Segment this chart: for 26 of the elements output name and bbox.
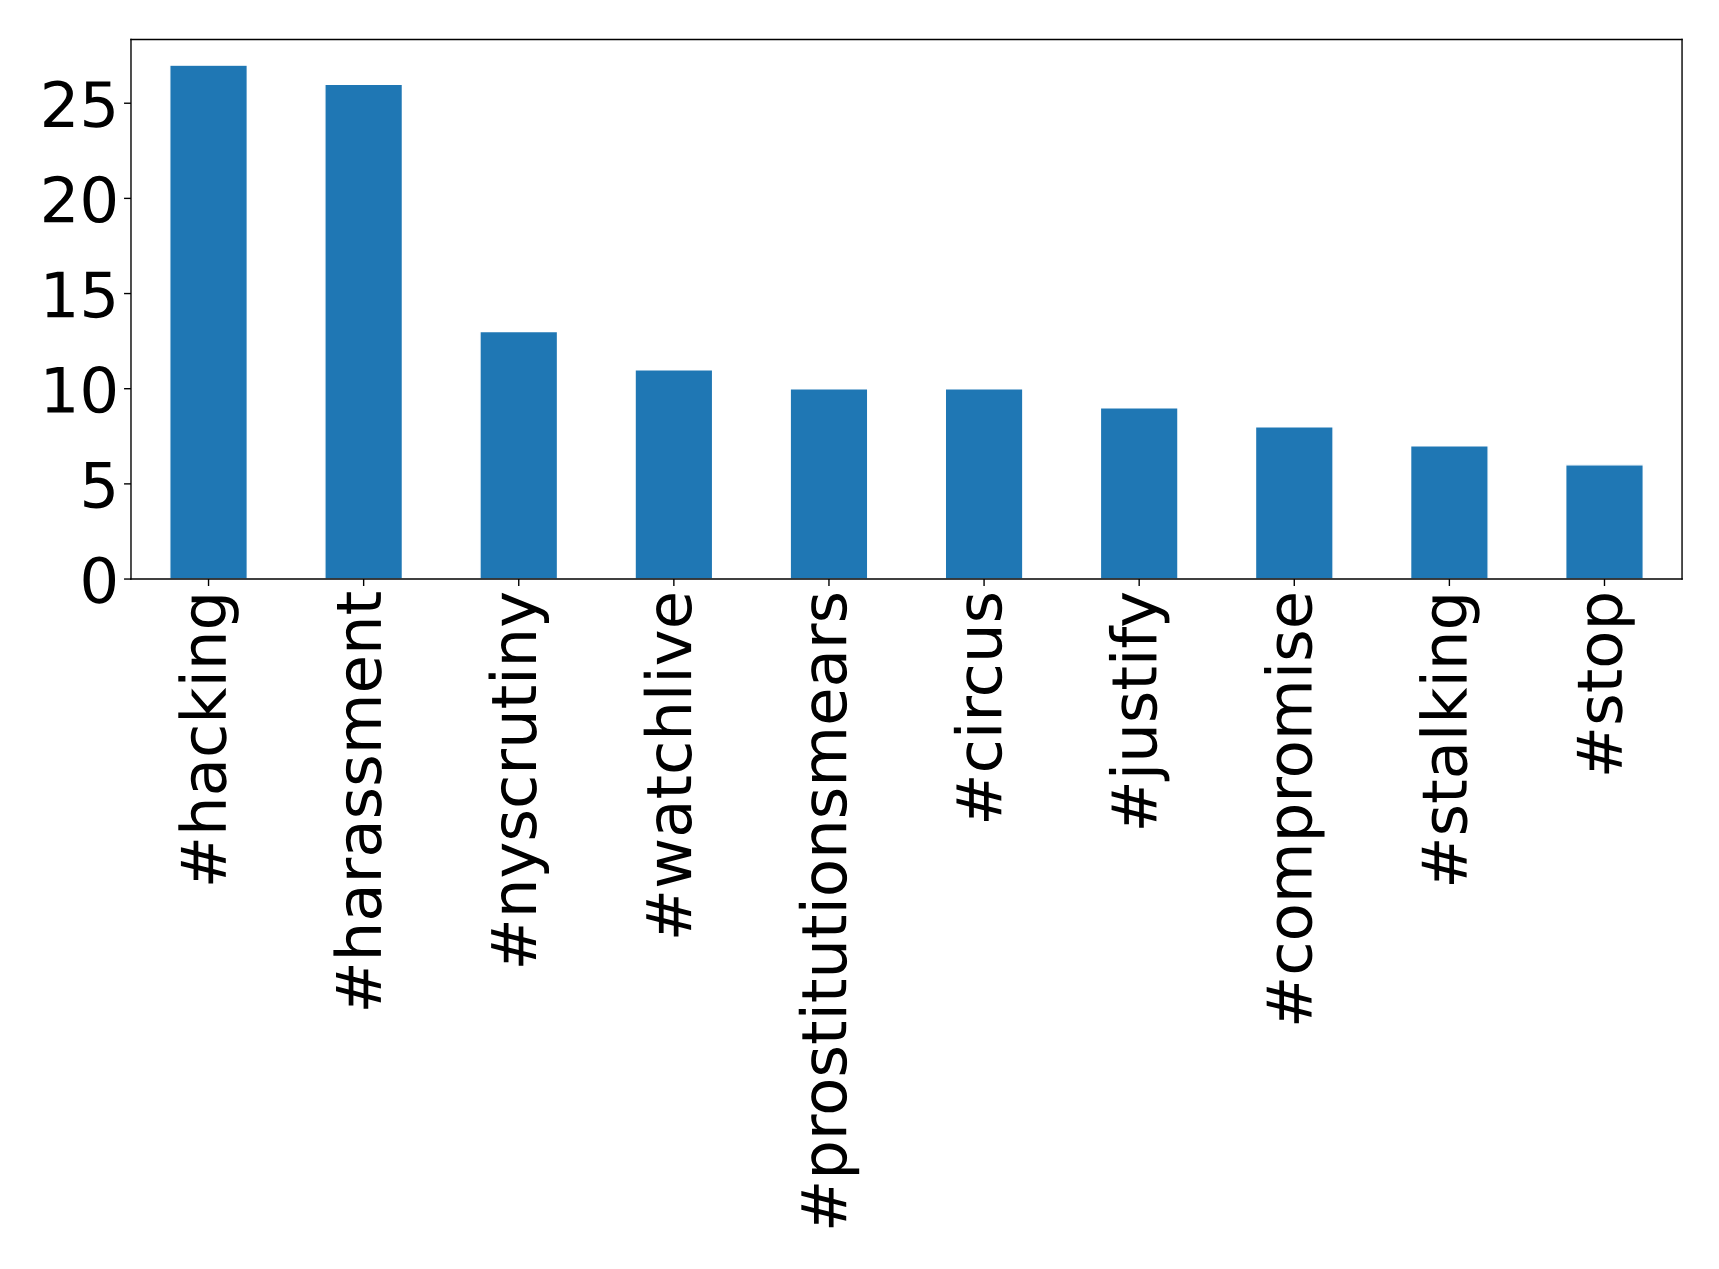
x-tick-label: #nyscrutiny xyxy=(488,592,549,966)
y-tick-label: 25 xyxy=(44,80,114,128)
bar xyxy=(634,368,714,580)
x-tick-label: #circus xyxy=(953,593,1003,821)
x-tick-label: #watchlive xyxy=(643,594,692,937)
x-tick-label: #stalking xyxy=(1419,596,1480,884)
y-tick-label: 0 xyxy=(83,556,116,604)
bar xyxy=(1565,464,1644,580)
y-tick-label: 15 xyxy=(46,271,114,319)
x-tick-label: #stop xyxy=(1576,594,1635,774)
x-tick-label: #prostitutionsmears xyxy=(798,593,860,1228)
bar xyxy=(1254,426,1334,580)
bar xyxy=(1409,445,1489,580)
bar xyxy=(789,388,869,580)
bar xyxy=(1099,407,1179,580)
x-tick-label: #hacking xyxy=(178,596,239,884)
x-tick-label: #compromise xyxy=(1264,594,1325,1024)
y-tick-label: 20 xyxy=(44,175,116,224)
bar xyxy=(944,388,1024,580)
x-tick-label: #harassment xyxy=(333,592,382,1009)
y-tick-label: 10 xyxy=(46,366,116,414)
bar xyxy=(324,83,404,580)
bar xyxy=(479,330,559,580)
y-tick-label: 5 xyxy=(84,462,114,509)
x-tick-label: #justify xyxy=(1108,592,1170,828)
bar xyxy=(169,64,249,580)
